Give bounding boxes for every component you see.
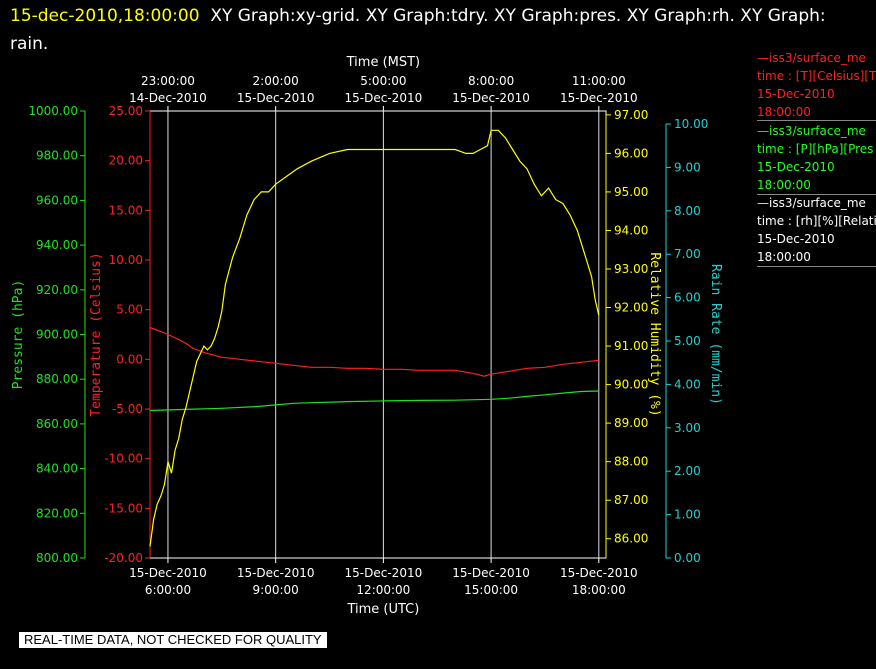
- rain-tick-label: 7.00: [674, 247, 701, 261]
- top-tick-label-date: 15-Dec-2010: [452, 91, 530, 105]
- pres-tick-label: 860.00: [36, 417, 78, 431]
- legend-entry-humidity[interactable]: —iss3/surface_me time : [rh][%][Relati 1…: [757, 194, 876, 266]
- pres-axis-title: Pressure (hPa): [11, 280, 26, 390]
- legend-entry-pressure[interactable]: —iss3/surface_me time : [P][hPa][Pres 15…: [757, 122, 876, 194]
- pres-tick-label: 800.00: [36, 551, 78, 565]
- top-tick-label-time: 23:00:00: [141, 74, 195, 88]
- temp-tick-label: 0.00: [116, 352, 143, 366]
- top-tick-label-date: 15-Dec-2010: [237, 91, 315, 105]
- legend-source: —iss3/surface_me: [757, 196, 866, 210]
- rh-tick-label: 87.00: [614, 493, 648, 507]
- rh-tick-label: 90.00: [614, 378, 648, 392]
- rh-tick-label: 91.00: [614, 339, 648, 353]
- rain-tick-label: 0.00: [674, 551, 701, 565]
- temp-series-line: [149, 326, 599, 377]
- rh-tick-label: 93.00: [614, 262, 648, 276]
- top-tick-label-time: 2:00:00: [253, 74, 299, 88]
- legend-date: 15-Dec-2010: [757, 87, 835, 101]
- legend-date: 15-Dec-2010: [757, 160, 835, 174]
- rh-tick-label: 88.00: [614, 455, 648, 469]
- quality-warning: REAL-TIME DATA, NOT CHECKED FOR QUALITY: [19, 632, 327, 648]
- rain-tick-label: 6.00: [674, 291, 701, 305]
- top-tick-label-date: 14-Dec-2010: [129, 91, 207, 105]
- legend-entry-temperature[interactable]: —iss3/surface_me time : [T][Celsius][T 1…: [757, 49, 876, 121]
- rain-tick-label: 5.00: [674, 334, 701, 348]
- temp-tick-label: -20.00: [104, 551, 143, 565]
- pres-tick-label: 880.00: [36, 372, 78, 386]
- rh-tick-label: 96.00: [614, 146, 648, 160]
- legend-time: 18:00:00: [757, 178, 811, 192]
- temp-axis-title: Temperature (Celsius): [89, 252, 104, 416]
- rh-tick-label: 94.00: [614, 223, 648, 237]
- rh-tick-label: 89.00: [614, 416, 648, 430]
- legend-source: —iss3/surface_me: [757, 124, 866, 138]
- rh-axis-title: Relative Humidity (%): [647, 252, 662, 416]
- rain-tick-label: 10.00: [674, 117, 708, 131]
- legend-time: 18:00:00: [757, 250, 811, 264]
- rh-tick-label: 95.00: [614, 185, 648, 199]
- top-tick-label-time: 11:00:00: [572, 74, 626, 88]
- legend-divider: [757, 194, 876, 195]
- graph-title: 15-dec-2010,18:00:00 XY Graph:xy-grid. X…: [10, 2, 860, 58]
- pres-tick-label: 1000.00: [28, 104, 78, 118]
- legend-time: 18:00:00: [757, 105, 811, 119]
- legend-divider: [757, 266, 876, 267]
- pres-tick-label: 980.00: [36, 149, 78, 163]
- rh-tick-label: 86.00: [614, 532, 648, 546]
- legend-source: —iss3/surface_me: [757, 51, 866, 65]
- x-tick-label-date: 15-Dec-2010: [560, 566, 638, 580]
- x-tick-label-date: 15-Dec-2010: [129, 566, 207, 580]
- x-tick-label-date: 15-Dec-2010: [345, 566, 423, 580]
- rain-tick-label: 2.00: [674, 464, 701, 478]
- x-axis-title-utc: Time (UTC): [346, 602, 419, 617]
- x-tick-label-time: 6:00:00: [145, 583, 191, 597]
- legend-divider: [757, 120, 876, 121]
- x-tick-label-date: 15-Dec-2010: [237, 566, 315, 580]
- rh-tick-label: 97.00: [614, 108, 648, 122]
- rh-series-line: [149, 129, 600, 547]
- rh-tick-label: 92.00: [614, 301, 648, 315]
- x-tick-label-time: 18:00:00: [572, 583, 626, 597]
- temp-tick-label: 15.00: [109, 203, 143, 217]
- pres-series-line: [149, 390, 599, 412]
- pres-tick-label: 960.00: [36, 193, 78, 207]
- legend-variable: time : [P][hPa][Pres: [757, 142, 874, 156]
- temp-tick-label: 20.00: [109, 154, 143, 168]
- title-graph-list: XY Graph:xy-grid. XY Graph:tdry. XY Grap…: [10, 6, 826, 54]
- pres-tick-label: 940.00: [36, 238, 78, 252]
- rain-axis-title: Rain Rate (mm/min): [708, 264, 723, 405]
- temp-tick-label: 5.00: [116, 303, 143, 317]
- pres-tick-label: 920.00: [36, 283, 78, 297]
- temp-tick-label: 25.00: [109, 104, 143, 118]
- temp-tick-label: 10.00: [109, 253, 143, 267]
- x-axis-title-mst: Time (MST): [346, 55, 421, 70]
- top-tick-label-time: 5:00:00: [360, 74, 406, 88]
- top-tick-label-date: 15-Dec-2010: [560, 91, 638, 105]
- plot-frame: [149, 110, 607, 559]
- top-tick-label-date: 15-Dec-2010: [345, 91, 423, 105]
- top-tick-label-time: 8:00:00: [468, 74, 514, 88]
- temp-tick-label: -10.00: [104, 452, 143, 466]
- legend-variable: time : [T][Celsius][T: [757, 69, 876, 83]
- rain-tick-label: 8.00: [674, 204, 701, 218]
- temp-tick-label: -5.00: [112, 402, 143, 416]
- pres-tick-label: 840.00: [36, 462, 78, 476]
- x-tick-label-time: 9:00:00: [253, 583, 299, 597]
- rain-tick-label: 3.00: [674, 421, 701, 435]
- rain-tick-label: 1.00: [674, 508, 701, 522]
- x-tick-label-time: 15:00:00: [464, 583, 518, 597]
- legend-variable: time : [rh][%][Relati: [757, 214, 876, 228]
- temp-tick-label: -15.00: [104, 501, 143, 515]
- rain-tick-label: 9.00: [674, 160, 701, 174]
- rain-tick-label: 4.00: [674, 377, 701, 391]
- pres-tick-label: 900.00: [36, 328, 78, 342]
- x-tick-label-time: 12:00:00: [356, 583, 410, 597]
- x-tick-label-date: 15-Dec-2010: [452, 566, 530, 580]
- title-timestamp: 15-dec-2010,18:00:00: [10, 6, 200, 26]
- legend-date: 15-Dec-2010: [757, 232, 835, 246]
- pres-tick-label: 820.00: [36, 506, 78, 520]
